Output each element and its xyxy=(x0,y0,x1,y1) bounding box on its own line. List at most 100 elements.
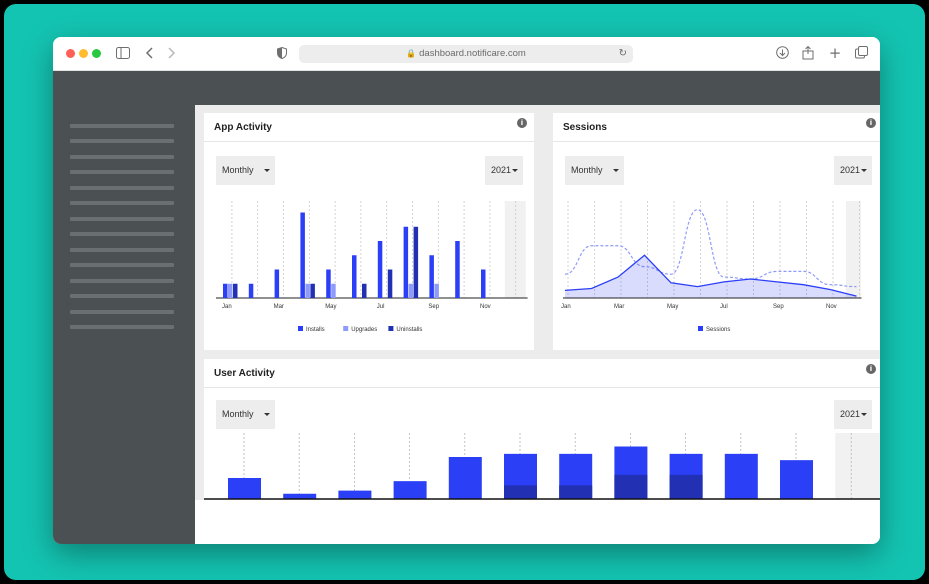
bar xyxy=(403,226,409,298)
period-select[interactable]: Monthly xyxy=(216,400,275,429)
download-icon[interactable] xyxy=(773,44,791,62)
address-bar[interactable]: 🔒 dashboard.notificare.com ↻ xyxy=(299,45,633,63)
bar xyxy=(223,283,228,298)
forward-icon[interactable] xyxy=(162,44,180,62)
period-select[interactable]: Monthly xyxy=(216,156,275,185)
bar xyxy=(274,269,280,298)
bar xyxy=(387,269,393,298)
divider xyxy=(204,141,534,142)
bar xyxy=(481,269,486,298)
legend-swatch xyxy=(388,326,394,331)
sessions-chart: Jan Mar May Jul Sep Nov Sessions xyxy=(561,201,862,333)
bar xyxy=(669,474,703,499)
x-tick-label: Mar xyxy=(274,304,284,310)
sidebar-item-placeholder[interactable] xyxy=(70,170,174,174)
sidebar-item-placeholder[interactable] xyxy=(70,186,174,190)
share-icon[interactable] xyxy=(799,44,817,62)
dashboard-content: App Activity i Monthly 2021 Jan Mar May Jul… xyxy=(195,105,880,544)
legend-label: Upgrades xyxy=(351,327,377,333)
app-sidebar xyxy=(53,71,195,544)
user-activity-card: User Activity i Monthly 2021 xyxy=(204,359,880,500)
url-text: dashboard.notificare.com xyxy=(419,48,526,59)
lock-icon: 🔒 xyxy=(406,49,417,58)
new-tab-icon[interactable]: + xyxy=(828,44,842,62)
bar xyxy=(429,255,434,298)
back-icon[interactable] xyxy=(141,44,159,62)
year-select[interactable]: 2021 xyxy=(834,156,872,185)
bar xyxy=(362,283,367,298)
bar xyxy=(377,241,383,298)
bar xyxy=(504,485,537,499)
bar xyxy=(393,481,427,499)
app-activity-chart: Jan Mar May Jul Sep Nov Installs Upgrades Uninst… xyxy=(216,201,528,333)
sidebar-item-placeholder[interactable] xyxy=(70,263,174,267)
x-tick-label: Jul xyxy=(720,304,728,310)
card-title: App Activity xyxy=(214,122,272,133)
browser-toolbar: 🔒 dashboard.notificare.com ↻ + xyxy=(53,37,880,71)
bar xyxy=(780,460,813,499)
chevron-down-icon xyxy=(861,169,867,172)
divider xyxy=(553,141,880,142)
top-header xyxy=(195,71,880,105)
tabs-icon[interactable] xyxy=(852,44,870,62)
period-select-value: Monthly xyxy=(222,165,254,175)
x-tick-label: May xyxy=(325,304,336,310)
sessions-card: Sessions i Monthly 2021 Jan Mar May Jul Sep N… xyxy=(553,113,880,350)
browser-window: 🔒 dashboard.notificare.com ↻ + xyxy=(53,37,880,544)
bar xyxy=(228,478,261,499)
bar xyxy=(455,241,460,298)
minimize-window-button[interactable] xyxy=(79,49,88,58)
bar xyxy=(413,226,419,298)
reload-icon[interactable]: ↻ xyxy=(618,48,627,59)
x-tick-label: Sep xyxy=(428,304,439,310)
zoom-window-button[interactable] xyxy=(92,49,101,58)
user-activity-chart xyxy=(204,433,880,500)
sidebar-item-placeholder[interactable] xyxy=(70,217,174,221)
legend-swatch xyxy=(343,326,349,331)
year-select-value: 2021 xyxy=(491,165,512,175)
sidebar-item-placeholder[interactable] xyxy=(70,201,174,205)
close-window-button[interactable] xyxy=(66,49,75,58)
highlight-column xyxy=(845,201,861,298)
bar xyxy=(326,269,331,298)
sidebar-item-placeholder[interactable] xyxy=(70,310,174,314)
bar xyxy=(300,212,305,298)
sessions-line xyxy=(564,254,857,297)
sidebar-item-placeholder[interactable] xyxy=(70,124,174,128)
sidebar-item-placeholder[interactable] xyxy=(70,139,174,143)
chevron-down-icon xyxy=(264,413,270,416)
x-tick-label: Jan xyxy=(561,304,571,310)
card-title: User Activity xyxy=(214,368,275,379)
year-select[interactable]: 2021 xyxy=(485,156,523,185)
info-icon[interactable]: i xyxy=(866,364,876,374)
x-tick-label: Mar xyxy=(614,304,624,310)
info-icon[interactable]: i xyxy=(517,118,527,128)
bar xyxy=(448,457,482,499)
info-icon[interactable]: i xyxy=(866,118,876,128)
sidebar-item-placeholder[interactable] xyxy=(70,279,174,283)
x-tick-label: Nov xyxy=(826,304,837,310)
sidebar-item-placeholder[interactable] xyxy=(70,248,174,252)
period-select[interactable]: Monthly xyxy=(565,156,624,185)
bar xyxy=(338,490,372,499)
x-tick-label: Jan xyxy=(222,304,232,310)
year-select[interactable]: 2021 xyxy=(834,400,872,429)
year-select-value: 2021 xyxy=(840,165,861,175)
bar xyxy=(724,453,758,499)
sidebar-item-placeholder[interactable] xyxy=(70,155,174,159)
bar xyxy=(283,493,317,499)
highlight-column xyxy=(835,433,880,499)
sidebar-item-placeholder[interactable] xyxy=(70,294,174,298)
sidebar-item-placeholder[interactable] xyxy=(70,325,174,329)
sidebar-icon[interactable] xyxy=(114,44,132,62)
bar xyxy=(305,283,310,298)
bar xyxy=(614,474,648,499)
sidebar-item-placeholder[interactable] xyxy=(70,232,174,236)
year-select-value: 2021 xyxy=(840,409,861,419)
x-tick-label: May xyxy=(667,304,678,310)
bar xyxy=(248,283,254,298)
legend-swatch xyxy=(698,326,703,331)
bar xyxy=(331,283,336,298)
legend-label: Installs xyxy=(306,327,325,333)
shield-icon[interactable] xyxy=(273,44,291,62)
